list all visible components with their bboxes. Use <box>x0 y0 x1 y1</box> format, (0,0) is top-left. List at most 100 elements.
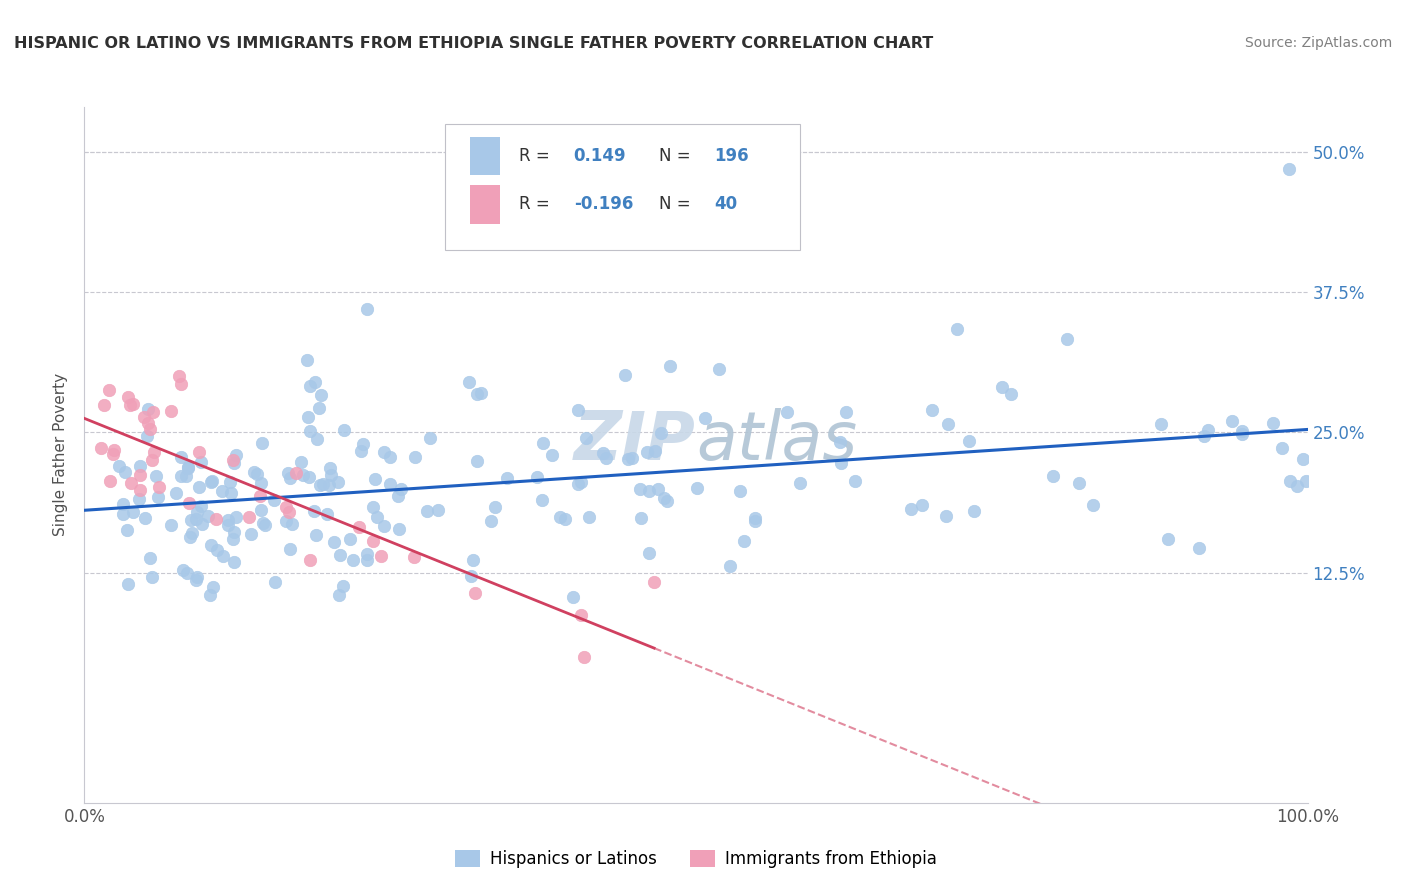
Point <box>238 510 260 524</box>
Point <box>172 563 194 577</box>
Point <box>655 493 678 508</box>
Point <box>554 512 576 526</box>
Point <box>291 467 314 482</box>
Point <box>921 402 943 417</box>
Point <box>1286 479 1309 493</box>
Point <box>592 445 614 459</box>
Point <box>638 484 661 499</box>
Point <box>1263 416 1285 430</box>
Point <box>111 507 134 521</box>
Legend: Hispanics or Latinos, Immigrants from Ethiopia: Hispanics or Latinos, Immigrants from Et… <box>449 843 943 874</box>
Point <box>572 649 595 664</box>
Point <box>319 461 342 475</box>
Point <box>278 505 301 519</box>
Point <box>531 493 554 508</box>
Point <box>145 468 167 483</box>
Text: 196: 196 <box>714 147 749 165</box>
Point <box>299 553 322 567</box>
Point <box>141 453 163 467</box>
Point <box>184 573 207 587</box>
Point <box>191 516 214 531</box>
Point <box>200 475 222 490</box>
Point <box>224 524 246 539</box>
Point <box>242 465 264 479</box>
Point <box>201 581 224 595</box>
Point <box>134 510 156 524</box>
Point <box>253 518 276 533</box>
Point <box>277 467 299 481</box>
Point <box>197 508 219 523</box>
Point <box>90 441 112 455</box>
Point <box>328 588 350 602</box>
Point <box>638 546 661 560</box>
Point <box>658 359 681 374</box>
Point <box>1230 426 1253 441</box>
Point <box>121 397 143 411</box>
Point <box>93 398 115 412</box>
Point <box>186 505 208 519</box>
Point <box>686 481 709 495</box>
Point <box>470 386 492 401</box>
Text: N =: N = <box>659 147 690 165</box>
Point <box>1295 474 1317 488</box>
Point <box>205 512 228 526</box>
Point <box>180 512 202 526</box>
Point <box>98 384 121 398</box>
Point <box>364 472 387 486</box>
Point <box>297 410 319 425</box>
Point <box>647 482 669 496</box>
Point <box>128 492 150 507</box>
Point <box>187 480 209 494</box>
FancyBboxPatch shape <box>470 136 501 175</box>
Point <box>114 465 136 479</box>
Point <box>117 390 139 404</box>
Point <box>957 434 980 449</box>
Point <box>307 432 329 446</box>
Point <box>276 515 298 529</box>
Point <box>309 388 332 402</box>
Point <box>342 552 364 566</box>
Point <box>373 445 395 459</box>
Point <box>190 455 212 469</box>
Point <box>198 588 221 602</box>
Point <box>1157 532 1180 546</box>
Text: HISPANIC OR LATINO VS IMMIGRANTS FROM ETHIOPIA SINGLE FATHER POVERTY CORRELATION: HISPANIC OR LATINO VS IMMIGRANTS FROM ET… <box>14 36 934 51</box>
Point <box>103 443 125 458</box>
Point <box>246 467 269 482</box>
Point <box>333 423 356 437</box>
Point <box>329 548 352 562</box>
Point <box>165 486 187 500</box>
Point <box>312 476 335 491</box>
Point <box>285 466 308 480</box>
Point <box>990 379 1012 393</box>
Point <box>963 504 986 518</box>
Point <box>630 511 652 525</box>
Point <box>373 519 395 533</box>
Point <box>495 471 517 485</box>
FancyBboxPatch shape <box>446 124 800 250</box>
Text: -0.196: -0.196 <box>574 195 633 213</box>
Point <box>219 485 242 500</box>
Y-axis label: Single Father Poverty: Single Father Poverty <box>53 374 69 536</box>
Point <box>170 450 193 464</box>
Point <box>222 555 245 569</box>
Point <box>118 398 141 412</box>
Point <box>190 499 212 513</box>
Point <box>830 456 852 470</box>
Point <box>460 569 482 583</box>
Point <box>356 548 378 562</box>
Point <box>388 522 411 536</box>
Point <box>1188 541 1211 555</box>
Point <box>575 430 598 444</box>
Point <box>222 456 245 470</box>
Point <box>1230 424 1253 438</box>
Point <box>595 451 617 466</box>
Point <box>378 450 401 464</box>
Text: atlas: atlas <box>696 408 858 474</box>
Point <box>650 426 672 441</box>
Point <box>654 491 676 505</box>
Point <box>1279 474 1302 488</box>
Point <box>240 527 263 541</box>
Point <box>370 549 392 564</box>
Point <box>299 379 322 393</box>
